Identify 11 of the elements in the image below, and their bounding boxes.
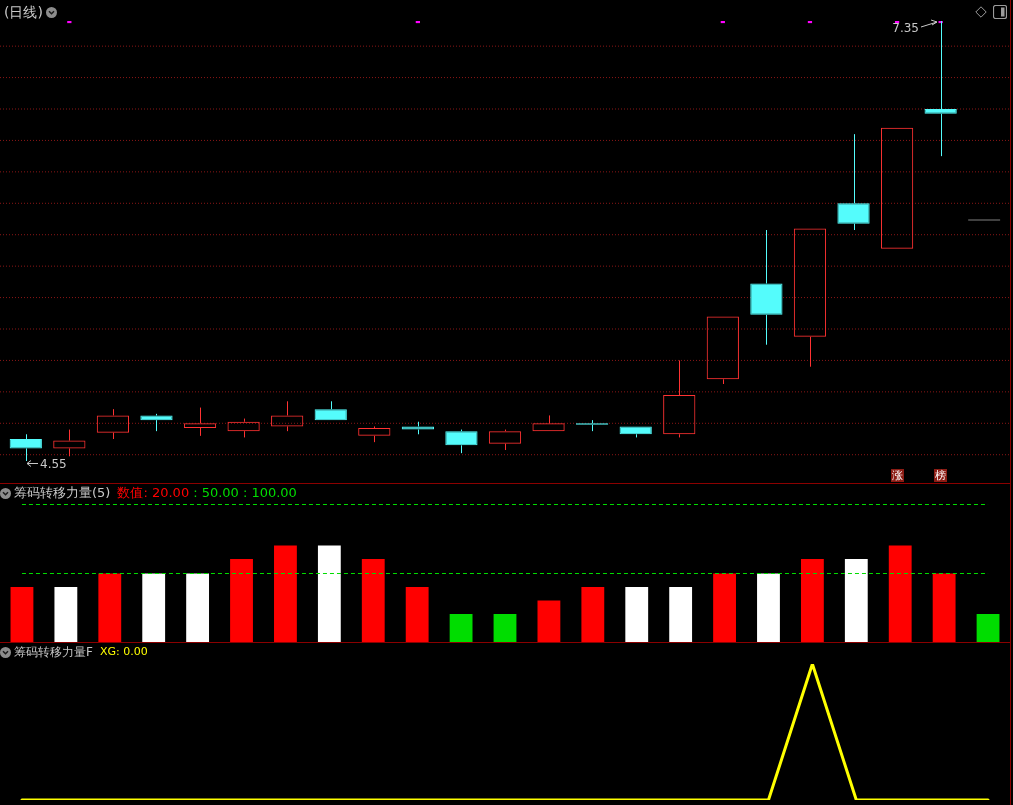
text: 涨 (891, 468, 903, 482)
chart-title: (日线) (4, 4, 43, 20)
annotation: 4.55 (40, 456, 67, 471)
text: : 100.00 (242, 485, 297, 501)
text: 榜 (935, 468, 947, 482)
text: XG: 0.00 (99, 644, 148, 660)
annotation: 7.35 (892, 21, 919, 36)
text: 数值: 20.00 (117, 485, 190, 501)
text: : 50.00 (193, 485, 239, 501)
chart-title: 筹码转移力量F (14, 644, 93, 660)
chart-title: 筹码转移力量(5) (14, 485, 111, 501)
